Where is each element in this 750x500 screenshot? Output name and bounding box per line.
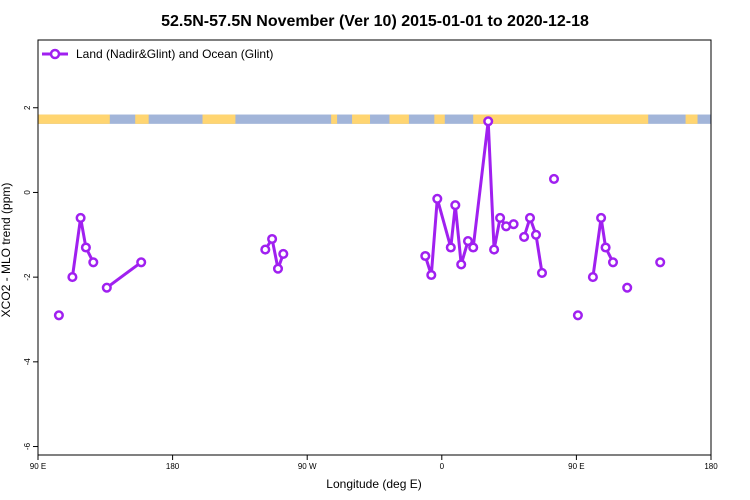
data-point: [136, 257, 147, 268]
ocean-band: [38, 114, 711, 124]
chart-title: 52.5N-57.5N November (Ver 10) 2015-01-01…: [161, 13, 589, 30]
y-tick-label: -2: [23, 273, 32, 281]
series-line: [70, 216, 95, 278]
x-tick-label: 180: [704, 462, 718, 471]
land-band: [389, 114, 409, 124]
data-point: [655, 257, 666, 268]
data-point: [426, 269, 437, 281]
y-tick-label: -4: [23, 358, 32, 366]
data-point: [495, 212, 506, 223]
y-tick-label: 2: [23, 105, 32, 110]
x-tick-label: 180: [166, 462, 180, 471]
data-point: [596, 212, 607, 223]
data-point: [622, 282, 633, 293]
series-line: [264, 237, 285, 271]
x-axis: 90 E 180 90 W 0 90 E 180: [30, 455, 718, 471]
data-point: [600, 242, 611, 253]
y-axis: 2 0 -2 -4 -6: [23, 105, 38, 450]
data-point: [260, 244, 271, 255]
data-point: [462, 236, 474, 247]
legend-swatch-marker: [49, 48, 61, 60]
land-band: [135, 114, 149, 124]
data-point: [536, 267, 548, 278]
data-point: [101, 282, 112, 293]
data-point: [278, 248, 289, 259]
data-point: [607, 257, 619, 268]
land-band: [473, 114, 649, 124]
land-band: [331, 114, 338, 124]
data-point: [468, 242, 479, 253]
data-point: [519, 231, 530, 242]
series-lines: [70, 119, 615, 289]
data-point: [587, 272, 598, 283]
data-point: [548, 173, 560, 184]
data-point: [489, 244, 500, 255]
series-points: [53, 116, 666, 321]
data-point: [53, 310, 64, 321]
land-band: [434, 114, 445, 124]
x-tick-label: 90 E: [30, 462, 46, 471]
y-axis-label: XCO2 - MLO trend (ppm): [0, 183, 13, 318]
data-point: [75, 212, 86, 223]
y-tick-label: -6: [23, 442, 32, 450]
data-point: [445, 242, 456, 253]
x-axis-label: Longitude (deg E): [326, 477, 421, 491]
land-band: [685, 114, 698, 124]
data-point: [67, 272, 78, 283]
data-point: [524, 212, 536, 223]
data-point: [483, 116, 494, 127]
data-point: [508, 219, 519, 230]
plot-frame: [37, 39, 712, 456]
series-line: [522, 216, 544, 274]
data-point: [450, 200, 461, 211]
land-ocean-strip: [38, 114, 711, 124]
data-point: [432, 193, 443, 204]
x-tick-label: 0: [440, 462, 445, 471]
data-point: [530, 229, 542, 240]
legend-label: Land (Nadir&Glint) and Ocean (Glint): [76, 47, 273, 61]
legend: Land (Nadir&Glint) and Ocean (Glint): [42, 47, 273, 61]
y-tick-label: 0: [23, 190, 32, 195]
data-point: [572, 310, 583, 321]
data-point: [420, 250, 431, 262]
series-line: [105, 261, 143, 289]
x-tick-label: 90 E: [568, 462, 584, 471]
data-point: [88, 257, 99, 268]
data-point: [267, 233, 278, 245]
land-band: [38, 114, 110, 124]
data-point: [272, 263, 284, 274]
land-band: [202, 114, 236, 124]
series-line: [591, 216, 615, 278]
x-tick-label: 90 W: [298, 462, 317, 471]
land-band: [352, 114, 371, 124]
data-point: [80, 242, 91, 253]
data-point: [456, 259, 467, 270]
